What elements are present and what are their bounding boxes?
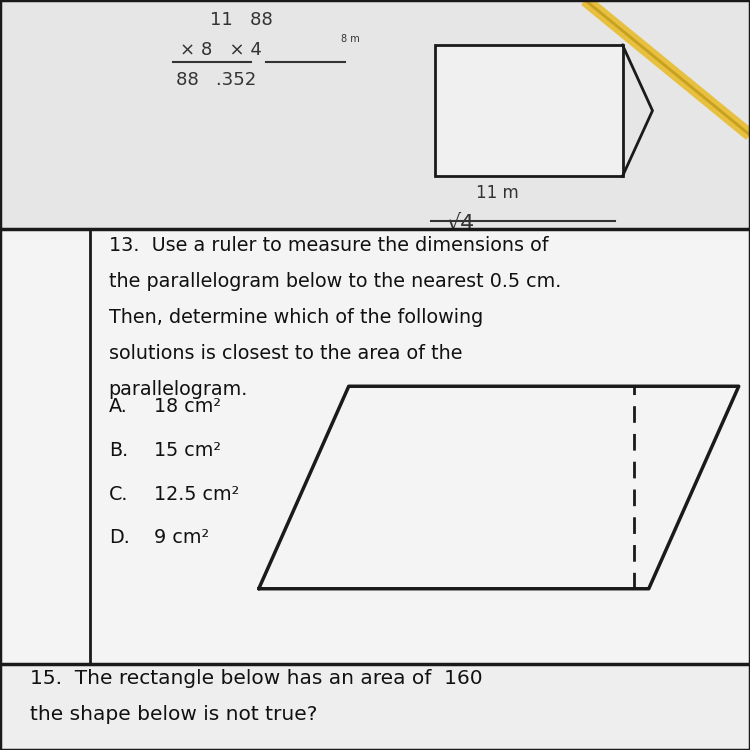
Text: 88   .352: 88 .352 bbox=[176, 71, 256, 89]
Text: 11 m: 11 m bbox=[476, 184, 519, 202]
Bar bbox=[0, 229, 750, 664]
Text: 18 cm²: 18 cm² bbox=[154, 398, 220, 416]
Text: solutions is closest to the area of the: solutions is closest to the area of the bbox=[109, 344, 462, 363]
Text: 9 cm²: 9 cm² bbox=[154, 528, 209, 547]
Text: D.: D. bbox=[109, 528, 130, 547]
Text: the parallelogram below to the nearest 0.5 cm.: the parallelogram below to the nearest 0… bbox=[109, 272, 561, 291]
Text: 8 m: 8 m bbox=[341, 34, 360, 44]
Text: × 8   × 4: × 8 × 4 bbox=[180, 41, 262, 59]
Bar bbox=[435, 45, 622, 176]
Text: 12.5 cm²: 12.5 cm² bbox=[154, 484, 239, 503]
Text: A.: A. bbox=[109, 398, 128, 416]
Bar bbox=[0, 0, 750, 229]
Text: the shape below is not true?: the shape below is not true? bbox=[30, 705, 317, 724]
Text: parallelogram.: parallelogram. bbox=[109, 380, 248, 399]
Text: √4: √4 bbox=[446, 214, 475, 234]
Text: Then, determine which of the following: Then, determine which of the following bbox=[109, 308, 483, 327]
Text: B.: B. bbox=[109, 441, 128, 460]
Text: C.: C. bbox=[109, 484, 128, 503]
Text: 13.  Use a ruler to measure the dimensions of: 13. Use a ruler to measure the dimension… bbox=[109, 236, 548, 255]
Text: 15 cm²: 15 cm² bbox=[154, 441, 220, 460]
Text: 15.  The rectangle below has an area of  160: 15. The rectangle below has an area of 1… bbox=[30, 669, 483, 688]
Text: 11   88: 11 88 bbox=[210, 11, 273, 29]
Bar bbox=[0, 664, 750, 750]
